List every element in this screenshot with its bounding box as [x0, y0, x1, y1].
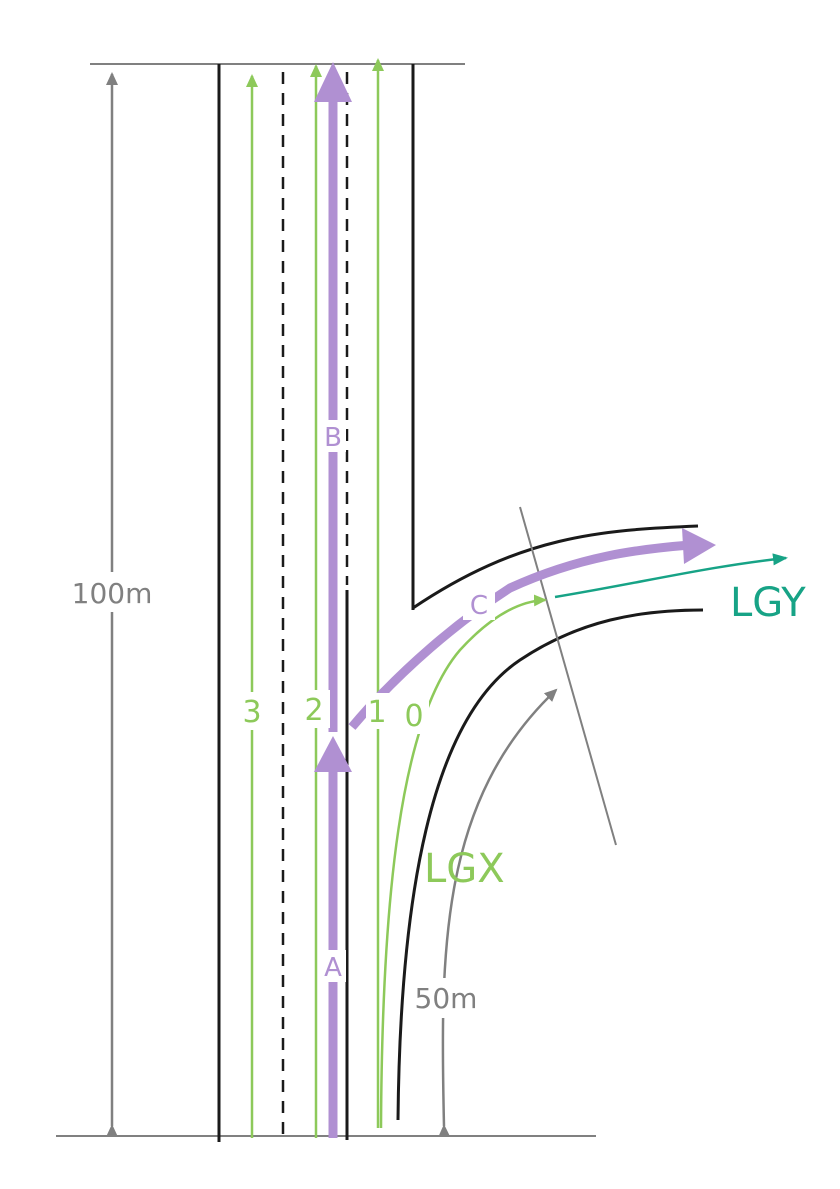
link-label-c: C [470, 591, 488, 621]
dimension-arrow-50m [438, 688, 558, 1138]
lane-label-2: 2 [304, 693, 323, 728]
lane-label-1: 1 [367, 695, 386, 730]
label-bg-a [320, 950, 346, 982]
dimension-label-main: 100m [72, 577, 153, 610]
lgy-arrow [554, 553, 788, 599]
link-b-arrowhead [314, 62, 352, 102]
link-label-a: A [324, 953, 342, 983]
dimension-label-ramp: 50m [415, 982, 478, 1015]
link-c-arrowhead [682, 528, 716, 564]
section-cut-line [519, 506, 617, 846]
label-bg-lane-3 [238, 692, 266, 730]
link-a-arrowhead [314, 736, 352, 772]
label-bg-50m [408, 978, 484, 1018]
link-c-line [348, 540, 691, 730]
label-bg-b [320, 420, 346, 452]
link-label-b: B [324, 423, 342, 453]
label-bg-100m [66, 572, 158, 612]
lane-group-label-lgx: LGX [424, 846, 505, 892]
lane-label-0: 0 [404, 699, 423, 734]
ramp-edge-upper [412, 524, 699, 610]
lane-group-label-lgy: LGY [730, 580, 806, 626]
lane-label-3: 3 [242, 695, 261, 730]
label-bg-c [463, 588, 495, 620]
label-bg-lane-2 [302, 690, 330, 728]
label-bg-lane-0 [399, 696, 429, 734]
label-bg-lane-1 [366, 693, 390, 729]
